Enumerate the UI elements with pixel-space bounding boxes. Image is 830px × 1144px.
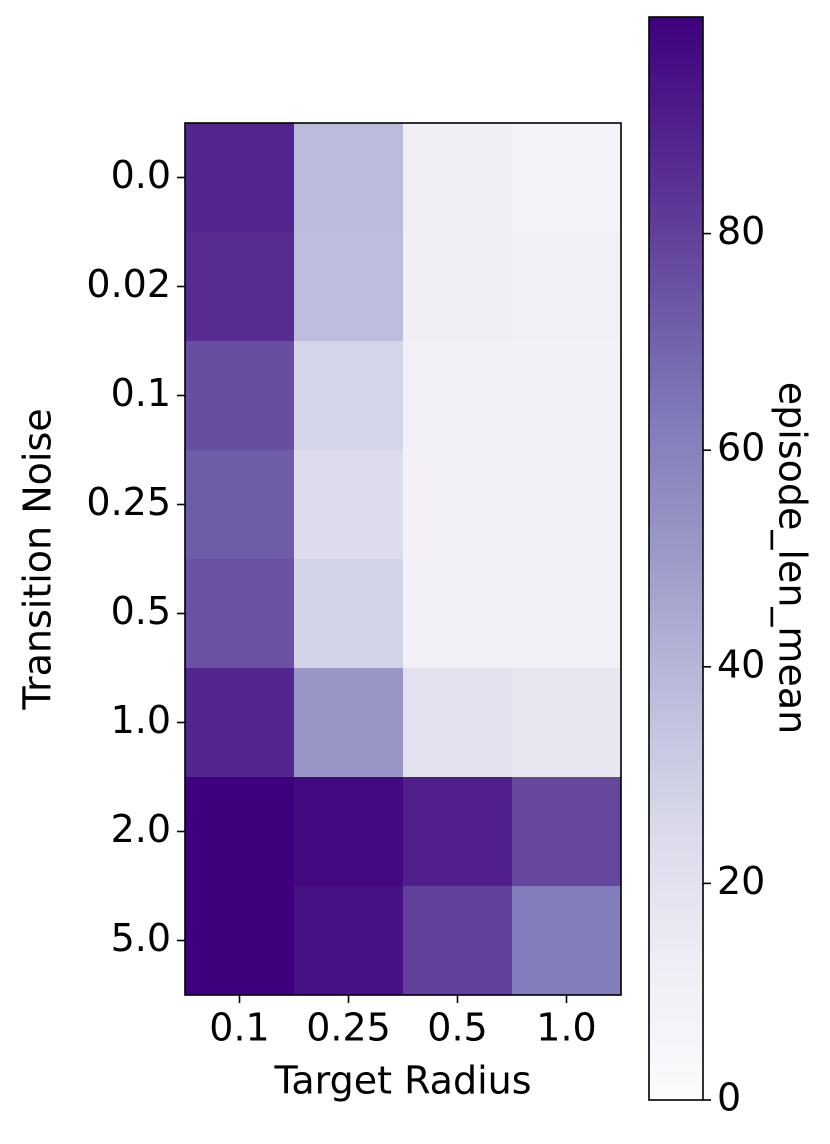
colorbar-tick-label: 40 xyxy=(717,642,765,686)
colorbar-tick-label: 60 xyxy=(717,426,765,470)
colorbar-tick-label: 20 xyxy=(717,859,765,903)
y-tick-label: 0.02 xyxy=(86,262,171,306)
x-tick-label: 0.25 xyxy=(306,1006,391,1050)
heatmap-cell xyxy=(294,777,404,887)
heatmap-cell xyxy=(403,777,513,887)
heatmap-cell xyxy=(185,668,295,778)
heatmap-cell xyxy=(512,777,622,887)
colorbar-tick-label: 80 xyxy=(717,209,765,253)
heatmap-cell xyxy=(512,341,622,451)
heatmap-cell xyxy=(403,123,513,233)
heatmap-cell xyxy=(294,559,404,669)
heatmap-cell xyxy=(294,232,404,342)
heatmap-cell xyxy=(403,450,513,560)
heatmap-cell xyxy=(185,450,295,560)
y-tick-label: 1.0 xyxy=(111,698,171,742)
heatmap-cell xyxy=(512,886,622,996)
colorbar xyxy=(648,16,704,1101)
y-tick-label: 0.25 xyxy=(86,480,171,524)
y-tick-label: 5.0 xyxy=(111,916,171,960)
colorbar-tick-label: 0 xyxy=(717,1076,741,1120)
y-tick-label: 0.1 xyxy=(111,371,171,415)
heatmap-cell xyxy=(512,232,622,342)
x-tick-label: 0.1 xyxy=(209,1006,269,1050)
heatmap-cell xyxy=(185,777,295,887)
heatmap-cell xyxy=(294,341,404,451)
colorbar-label: episode_len_mean xyxy=(771,382,815,734)
heatmap-cell xyxy=(403,886,513,996)
heatmap-cell xyxy=(294,123,404,233)
heatmap-cell xyxy=(185,341,295,451)
heatmap-cell xyxy=(512,559,622,669)
heatmap-cell xyxy=(294,668,404,778)
heatmap-cell xyxy=(403,559,513,669)
x-tick-label: 0.5 xyxy=(427,1006,487,1050)
y-tick-label: 0.0 xyxy=(111,153,171,197)
heatmap-cell xyxy=(403,341,513,451)
heatmap-cell xyxy=(512,123,622,233)
heatmap-cell xyxy=(185,123,295,233)
y-axis-label: Transition Noise xyxy=(16,408,60,710)
y-tick-label: 2.0 xyxy=(111,807,171,851)
y-tick-label: 0.5 xyxy=(111,589,171,633)
heatmap-cell xyxy=(403,668,513,778)
plot-frame xyxy=(184,122,622,996)
heatmap-cell xyxy=(512,450,622,560)
heatmap-cell xyxy=(294,886,404,996)
x-axis-label: Target Radius xyxy=(273,1059,531,1103)
heatmap-cell xyxy=(512,668,622,778)
heatmap-cell xyxy=(185,559,295,669)
x-tick-label: 1.0 xyxy=(536,1006,596,1050)
heatmap-cell xyxy=(185,232,295,342)
heatmap-cell xyxy=(403,232,513,342)
heatmap-cell xyxy=(294,450,404,560)
heatmap-cell xyxy=(185,886,295,996)
